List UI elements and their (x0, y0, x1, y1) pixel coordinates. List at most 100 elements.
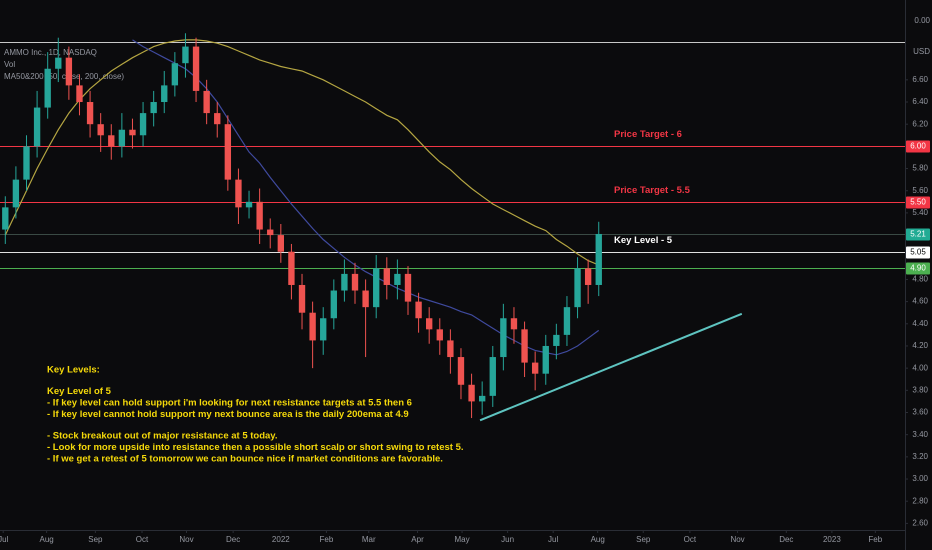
candle-body (426, 318, 433, 330)
x-tick-label: Jul (0, 535, 9, 544)
candle-body (510, 318, 518, 330)
price-badge-label: 5.21 (910, 230, 926, 239)
y-tick-label: 3.20 (912, 452, 928, 461)
legend-symbol: AMMO Inc., 1D, NASDAQ (4, 48, 97, 57)
currency: USD (913, 47, 930, 56)
candle-body (150, 102, 157, 114)
level-label: Key Level - 5 (614, 235, 673, 246)
candle-body (521, 329, 528, 363)
x-tick-label: 2022 (272, 535, 290, 544)
y-tick-label: 6.20 (912, 119, 928, 128)
candle-body (341, 273, 348, 291)
price-badge-label: 4.90 (910, 264, 926, 273)
candle-body (277, 235, 285, 252)
x-tick-label: Apr (411, 535, 424, 544)
note-line: - Look for more upside into resistance t… (47, 442, 464, 453)
y-tick-label: 2.60 (912, 518, 928, 527)
x-tick-label: 2023 (823, 535, 841, 544)
y-tick-label: 6.60 (912, 75, 928, 84)
candle-body (468, 384, 475, 402)
x-tick-label: Feb (868, 535, 882, 544)
candle-body (108, 135, 115, 147)
y-tick-label: 4.40 (912, 319, 928, 328)
x-tick-label: Aug (591, 535, 605, 544)
x-tick-label: Feb (319, 535, 333, 544)
candle-body (129, 129, 136, 136)
candle-body (2, 207, 9, 230)
candle-body (362, 290, 369, 308)
price-badge-label: 5.05 (910, 248, 926, 257)
candle-body (436, 329, 443, 341)
candle-body (478, 395, 486, 402)
candle-body (415, 301, 422, 319)
candle-body (65, 57, 73, 86)
note-line: - If key level cannot hold support my ne… (47, 409, 409, 420)
candle-body (171, 63, 179, 86)
candle-body (55, 57, 62, 69)
x-tick-label: Aug (40, 535, 54, 544)
x-tick-label: Sep (88, 535, 103, 544)
price-badge (906, 228, 930, 241)
candle-body (394, 273, 401, 285)
candle-body (267, 229, 274, 236)
candle-body (457, 357, 465, 385)
price-badge (906, 140, 930, 153)
candle-body (33, 107, 41, 147)
note-line: Key Level of 5 (47, 386, 112, 397)
note-line: - If key level can hold support i'm look… (47, 398, 412, 409)
y-tick-label: 5.40 (912, 208, 928, 217)
candle-body (351, 273, 359, 291)
x-tick-label: Sep (636, 535, 651, 544)
legend-vol: Vol (4, 60, 15, 69)
y-tick-label: 3.00 (912, 474, 928, 483)
candle-body (404, 273, 412, 302)
y-tick-label: 3.40 (912, 430, 928, 439)
moving-average (132, 39, 600, 356)
candle-body (256, 201, 263, 230)
x-tick-label: Oct (684, 535, 697, 544)
y-tick-label: 3.60 (912, 408, 928, 417)
candle-body (288, 251, 295, 285)
candle-body (383, 268, 390, 285)
candle-body (23, 146, 30, 180)
candle-body (118, 129, 126, 147)
y-tick-label: 4.00 (912, 363, 928, 372)
y-tick-label: 3.80 (912, 385, 928, 394)
x-tick-label: Nov (730, 535, 744, 544)
candle-body (309, 312, 316, 341)
y-tick-label: 2.80 (912, 496, 928, 505)
candle-body (214, 113, 221, 125)
candle-body (224, 124, 232, 180)
x-tick-label: Nov (179, 535, 193, 544)
y-tick-label: 6.40 (912, 97, 928, 106)
candle-body (595, 233, 602, 285)
candle-body (298, 284, 306, 313)
candle-body (330, 290, 337, 319)
axis-header: 0.00 (914, 16, 930, 25)
x-tick-label: Jul (548, 535, 558, 544)
candle-body (563, 307, 571, 335)
level-label: Price Target - 5.5 (614, 185, 691, 196)
y-tick-label: 4.60 (912, 297, 928, 306)
candle-body (447, 340, 454, 358)
candle-body (245, 201, 253, 208)
x-tick-label: Dec (779, 535, 793, 544)
candle-body (235, 179, 242, 208)
candle-body (12, 179, 20, 208)
candle-body (553, 334, 560, 346)
note-line: - If we get a retest of 5 tomorrow we ca… (47, 454, 443, 465)
y-tick-label: 4.20 (912, 341, 928, 350)
x-tick-label: Jun (501, 535, 514, 544)
legend-ma: MA50&200 (50, close, 200, close) (4, 72, 124, 81)
price-badge-label: 6.00 (910, 142, 926, 151)
trendline (479, 312, 743, 422)
candle-body (373, 268, 380, 308)
candle-body (531, 362, 539, 374)
candle-body (542, 345, 549, 374)
y-tick-label: 4.80 (912, 275, 928, 284)
candle-body (320, 318, 327, 341)
x-tick-label: Oct (136, 535, 149, 544)
price-badge-label: 5.50 (910, 198, 926, 207)
